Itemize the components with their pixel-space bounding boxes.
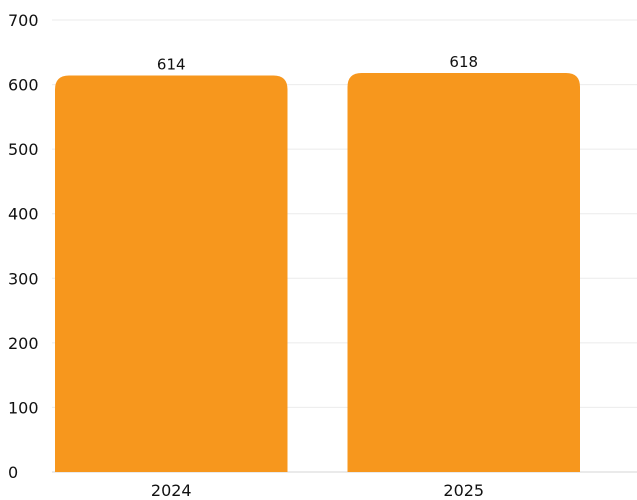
y-axis-ticks: 0 100 200 300 400 500 600 700	[8, 11, 39, 482]
x-tick-label: 2025	[443, 481, 484, 500]
x-axis-ticks: 2024 2025	[151, 481, 484, 500]
data-label: 618	[449, 53, 478, 71]
data-labels: 614 618	[157, 53, 478, 74]
y-tick-label: 300	[8, 269, 39, 288]
bar-2024	[55, 75, 288, 472]
y-tick-label: 100	[8, 398, 39, 417]
y-tick-label: 0	[8, 463, 18, 482]
y-tick-label: 400	[8, 205, 39, 224]
y-tick-label: 500	[8, 140, 39, 159]
y-tick-label: 700	[8, 11, 39, 30]
bar-2025	[347, 72, 580, 472]
y-tick-label: 600	[8, 76, 39, 95]
bars	[55, 72, 580, 472]
y-tick-label: 200	[8, 334, 39, 353]
x-tick-label: 2024	[151, 481, 192, 500]
data-label: 614	[157, 56, 186, 74]
